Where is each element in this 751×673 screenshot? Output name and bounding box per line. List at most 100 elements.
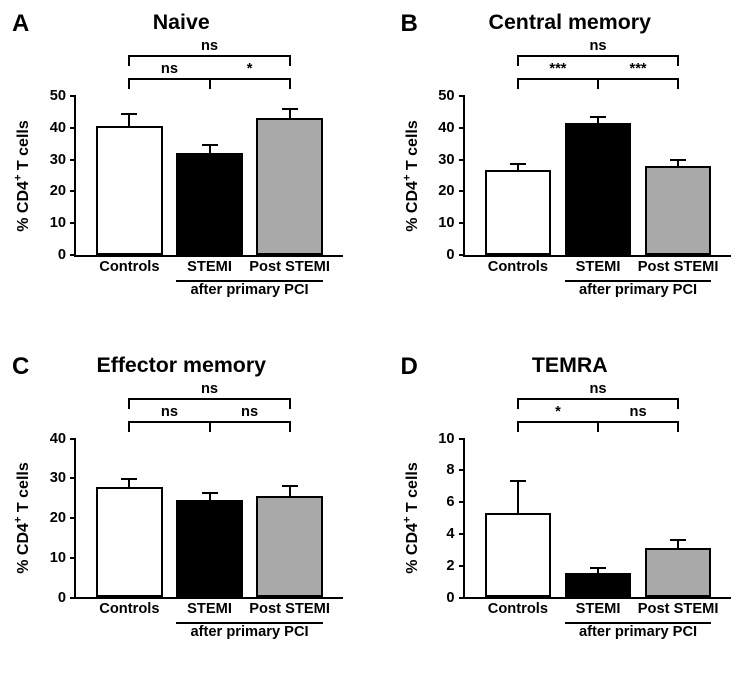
sig-bracket-leg [128, 55, 130, 66]
sig-bracket-leg [517, 55, 519, 66]
panel-c: CEffector memory010203040ControlsSTEMIPo… [12, 361, 351, 656]
sig-bracket-leg [517, 78, 519, 89]
sig-bracket-leg [289, 55, 291, 66]
pci-label: after primary PCI [579, 282, 697, 298]
category-label: Controls [99, 597, 159, 617]
error-cap [670, 159, 686, 161]
error-bar [209, 493, 211, 500]
error-cap [282, 485, 298, 487]
y-tick-label: 40 [50, 431, 76, 447]
category-label: Post STEMI [249, 597, 330, 617]
error-cap [510, 163, 526, 165]
y-tick-label: 0 [446, 590, 464, 606]
sig-bracket [598, 78, 678, 80]
error-bar [289, 486, 291, 496]
y-tick-label: 10 [438, 215, 464, 231]
error-bar [517, 481, 519, 513]
pci-label: after primary PCI [190, 624, 308, 640]
bar [565, 123, 632, 254]
error-bar [209, 145, 211, 153]
bar-slot [256, 96, 323, 255]
category-label: STEMI [187, 255, 232, 275]
sig-label: ns [241, 404, 258, 420]
bar [256, 118, 323, 255]
sig-bracket [598, 421, 678, 423]
y-axis-label-wrap: % CD4+ T cells [413, 176, 524, 194]
y-tick-label: 30 [438, 152, 464, 168]
bar-slot [256, 438, 323, 597]
bar-slot [645, 96, 712, 255]
bar [176, 500, 243, 597]
y-tick-label: 2 [446, 558, 464, 574]
sig-bracket-leg [289, 421, 291, 432]
y-axis-label-wrap: % CD4+ T cells [24, 176, 135, 194]
sig-label: *** [549, 61, 566, 77]
bar-slot [565, 96, 632, 255]
error-cap [202, 492, 218, 494]
y-tick-label: 10 [50, 215, 76, 231]
sig-label: ns [589, 381, 606, 397]
figure-grid: ANaive01020304050ControlsSTEMIPost STEMI… [12, 18, 739, 655]
bar [96, 487, 163, 597]
bar-slot [176, 96, 243, 255]
sig-bracket-leg [597, 421, 599, 432]
y-tick-label: 8 [446, 462, 464, 478]
sig-bracket-leg [677, 421, 679, 432]
y-tick-label: 0 [58, 247, 76, 263]
category-label: Controls [99, 255, 159, 275]
sig-bracket-leg [128, 78, 130, 89]
y-tick-label: 0 [446, 247, 464, 263]
sig-bracket-leg [677, 55, 679, 66]
bar [645, 548, 712, 597]
y-axis-label: % CD4+ T cells [15, 120, 33, 231]
y-tick-label: 40 [50, 120, 76, 136]
y-tick-label: 50 [438, 88, 464, 104]
panel-a: ANaive01020304050ControlsSTEMIPost STEMI… [12, 18, 351, 313]
sig-bracket [518, 55, 678, 57]
bar [565, 573, 632, 597]
error-cap [121, 113, 137, 115]
category-label: Post STEMI [638, 597, 719, 617]
bar [645, 166, 712, 254]
error-cap [590, 116, 606, 118]
sig-label: ns [589, 38, 606, 54]
y-axis-label-wrap: % CD4+ T cells [24, 518, 135, 536]
category-label: Post STEMI [638, 255, 719, 275]
sig-bracket [129, 398, 289, 400]
sig-label: ns [161, 61, 178, 77]
sig-bracket [518, 398, 678, 400]
sig-bracket-leg [128, 421, 130, 432]
y-axis-label: % CD4+ T cells [404, 462, 422, 573]
sig-bracket [129, 55, 289, 57]
error-bar [677, 540, 679, 548]
category-label: Post STEMI [249, 255, 330, 275]
error-bar [128, 479, 130, 488]
bar-slot [565, 438, 632, 597]
y-axis-label: % CD4+ T cells [15, 462, 33, 573]
error-cap [121, 478, 137, 480]
sig-bracket-leg [597, 78, 599, 89]
category-label: Controls [488, 255, 548, 275]
category-label: Controls [488, 597, 548, 617]
panel-title: Naive [12, 10, 351, 35]
sig-label: ns [629, 404, 646, 420]
panel-d: DTEMRA0246810ControlsSTEMIPost STEMIafte… [401, 361, 740, 656]
panel-title: Effector memory [12, 353, 351, 378]
sig-bracket-leg [289, 78, 291, 89]
error-cap [670, 539, 686, 541]
bar [176, 153, 243, 254]
pci-label: after primary PCI [190, 282, 308, 298]
sig-bracket-leg [517, 398, 519, 409]
y-tick-label: 10 [438, 431, 464, 447]
sig-bracket-leg [209, 421, 211, 432]
panel-title: Central memory [401, 10, 740, 35]
sig-label: *** [629, 61, 646, 77]
sig-bracket [518, 78, 598, 80]
category-label: STEMI [576, 597, 621, 617]
error-bar [128, 114, 130, 126]
error-cap [590, 567, 606, 569]
error-cap [282, 108, 298, 110]
bar-slot [645, 438, 712, 597]
y-tick-label: 30 [50, 152, 76, 168]
y-tick-label: 50 [50, 88, 76, 104]
